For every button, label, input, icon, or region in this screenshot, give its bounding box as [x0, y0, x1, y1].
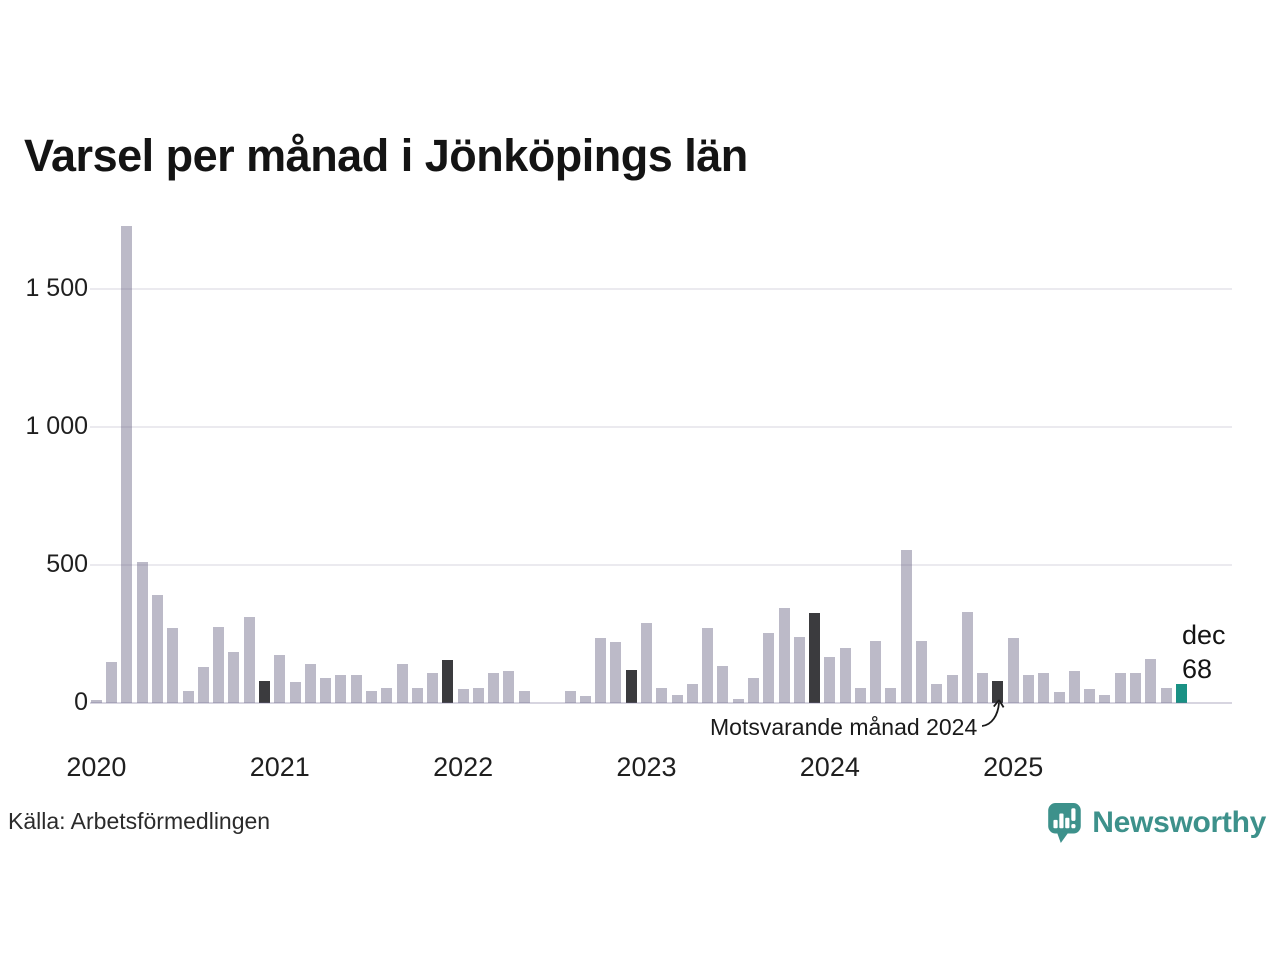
bar-2025-okt: [1145, 658, 1157, 703]
gridline-1500: [90, 288, 1232, 290]
y-axis-tick-0: 0: [74, 688, 88, 716]
bar-2021-mar: [304, 664, 316, 703]
brand-footer: Newsworthy: [1047, 802, 1266, 844]
bar-2023-jun: [717, 665, 729, 703]
bar-2023-sep: [763, 632, 775, 703]
bar-2025-maj: [1068, 671, 1080, 703]
annotation-label: Motsvarande månad 2024: [710, 714, 978, 740]
bar-2023-feb: [656, 687, 668, 703]
bar-2023-nov: [793, 636, 805, 703]
bar-2022-apr: [503, 671, 515, 703]
bar-2023-jan: [640, 622, 652, 703]
bar-2021-sep: [396, 664, 408, 703]
bar-2020-mar: [121, 225, 133, 703]
bar-2025-apr: [1053, 691, 1065, 703]
brand-name: Newsworthy: [1092, 806, 1266, 839]
bar-2020-dec: [258, 680, 270, 703]
bar-2022-okt: [595, 638, 607, 703]
bar-2022-aug: [564, 690, 576, 703]
bar-2025-nov: [1160, 687, 1172, 703]
bar-2023-aug: [747, 678, 759, 703]
bar-2020-okt: [228, 651, 240, 703]
bar-2022-nov: [610, 642, 622, 703]
bar-2020-aug: [197, 667, 209, 703]
bar-2022-sep: [579, 696, 591, 703]
bar-2024-apr: [870, 640, 882, 703]
latest-value-label: dec 68: [1182, 618, 1226, 686]
gridline-1000: [90, 426, 1232, 428]
bar-2025-jul: [1099, 694, 1111, 703]
bar-2025-sep: [1129, 672, 1141, 703]
bar-2025-dec: [1175, 684, 1187, 703]
bar-2024-maj: [885, 687, 897, 703]
bar-2020-nov: [243, 617, 255, 703]
bar-2024-aug: [931, 683, 943, 703]
bar-2021-nov: [427, 672, 439, 703]
bar-2020-apr: [136, 562, 148, 703]
bar-2021-jan: [274, 654, 286, 703]
bar-2021-aug: [381, 687, 393, 703]
bar-2020-jul: [182, 690, 194, 703]
bar-2020-jun: [167, 628, 179, 703]
newsworthy-logo-icon: [1048, 803, 1082, 843]
bar-2021-jun: [350, 675, 362, 703]
gridline-500: [90, 564, 1232, 566]
bar-2021-okt: [411, 687, 423, 703]
source-label: Källa: Arbetsförmedlingen: [8, 808, 271, 834]
x-axis-tick-2021: 2021: [249, 752, 310, 782]
bar-2023-jul: [732, 698, 744, 703]
bar-2025-jun: [1084, 689, 1096, 703]
x-axis-tick-2020: 2020: [66, 752, 127, 782]
bar-2022-dec: [625, 669, 637, 703]
annotation-arrow-icon: [982, 699, 1005, 727]
bar-2021-feb: [289, 682, 301, 703]
bar-2023-apr: [686, 683, 698, 703]
bar-2020-jan: [90, 700, 102, 703]
y-axis-tick-1500: 1 500: [25, 274, 88, 302]
chart-title: Varsel per månad i Jönköpings län: [24, 130, 748, 181]
bar-2020-maj: [152, 595, 164, 703]
x-axis-tick-2024: 2024: [799, 752, 860, 782]
x-axis-tick-2025: 2025: [983, 752, 1044, 782]
bar-2025-mar: [1038, 672, 1050, 703]
bar-2024-feb: [839, 647, 851, 703]
bar-2021-dec: [442, 660, 454, 703]
bar-2022-mar: [488, 672, 500, 703]
bar-2025-feb: [1022, 675, 1034, 703]
latest-value: 68: [1182, 654, 1213, 684]
bar-2025-jan: [1007, 638, 1019, 703]
y-axis-tick-1000: 1 000: [25, 412, 88, 440]
bar-2021-maj: [335, 675, 347, 703]
bar-2023-dec: [809, 613, 821, 703]
bar-2020-feb: [106, 661, 118, 703]
bar-2024-jul: [916, 640, 928, 703]
bar-2024-dec: [992, 680, 1004, 703]
bar-2024-okt: [961, 611, 973, 703]
gridline-0: [90, 702, 1232, 704]
bar-2021-jul: [365, 690, 377, 703]
bar-2023-maj: [702, 628, 714, 703]
bar-2022-maj: [518, 690, 530, 703]
bar-2020-sep: [213, 627, 225, 703]
latest-month: dec: [1182, 620, 1226, 650]
bar-2024-mar: [854, 687, 866, 703]
bar-2022-jan: [457, 689, 469, 703]
bar-2024-sep: [946, 675, 958, 703]
bar-2021-apr: [320, 678, 332, 703]
bar-2025-aug: [1114, 672, 1126, 703]
x-axis-tick-2023: 2023: [616, 752, 677, 782]
x-axis-tick-2022: 2022: [433, 752, 494, 782]
bar-2022-feb: [472, 687, 484, 703]
bar-2024-jan: [824, 657, 836, 703]
bar-2023-okt: [778, 607, 790, 703]
bar-2024-nov: [977, 672, 989, 703]
bar-2024-jun: [900, 549, 912, 703]
bar-2023-mar: [671, 694, 683, 703]
y-axis-tick-500: 500: [46, 550, 88, 578]
